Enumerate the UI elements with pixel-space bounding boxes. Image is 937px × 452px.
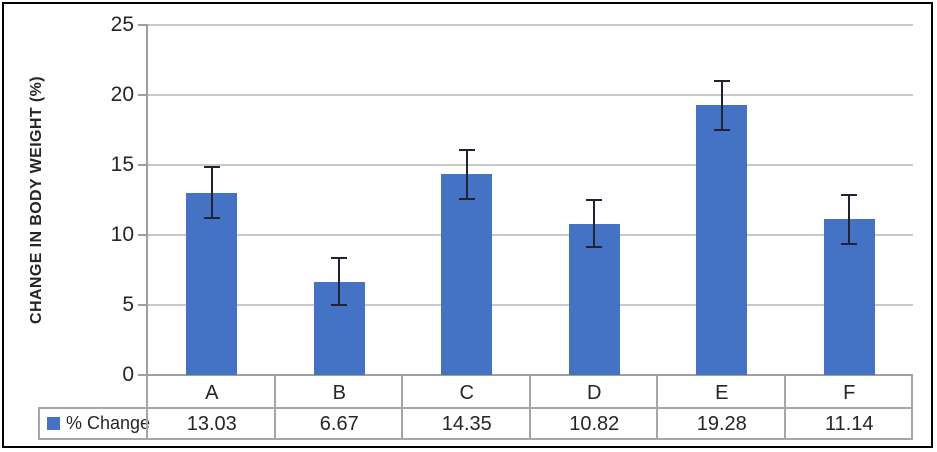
- category-cell-E: E: [715, 382, 729, 404]
- category-cell-B: B: [332, 382, 346, 404]
- value-cell-B: 6.67: [319, 413, 359, 435]
- error-bar-stem: [593, 199, 596, 248]
- y-tick-mark: [138, 164, 148, 166]
- y-gridline: [148, 24, 913, 26]
- bar-C: [441, 174, 493, 375]
- legend-color-swatch: [47, 417, 60, 430]
- error-bar-stem: [210, 167, 213, 218]
- y-tick-mark: [138, 24, 148, 26]
- bar-A: [186, 192, 238, 375]
- category-cell-A: A: [205, 382, 219, 404]
- value-cell-C: 14.35: [441, 413, 492, 435]
- y-tick-label: 25: [110, 13, 134, 36]
- y-gridline: [148, 94, 913, 96]
- category-cell-C: C: [459, 382, 474, 404]
- error-bar-stem: [848, 194, 851, 244]
- value-cell-E: 19.28: [696, 413, 747, 435]
- y-axis-line: [146, 25, 148, 375]
- table-border-column: [911, 375, 913, 439]
- value-cell-A: 13.03: [186, 413, 237, 435]
- error-bar-cap-bottom: [713, 128, 730, 131]
- error-bar-cap-bottom: [331, 304, 348, 307]
- error-bar-stem: [338, 257, 341, 306]
- y-tick-mark: [138, 374, 148, 376]
- category-cell-D: D: [587, 382, 602, 404]
- bar-E: [696, 105, 748, 375]
- error-bar-cap-top: [841, 193, 858, 196]
- y-tick-label: 20: [110, 83, 134, 106]
- y-tick-label: 5: [122, 293, 134, 316]
- table-border-bottom: [38, 438, 913, 440]
- y-tick-mark: [138, 234, 148, 236]
- value-cell-D: 10.82: [569, 413, 620, 435]
- y-gridline: [148, 164, 913, 166]
- category-cell-F: F: [843, 382, 856, 404]
- error-bar-stem: [465, 149, 468, 199]
- table-border-column: [273, 375, 276, 439]
- y-axis-title: CHANGE IN BODY WEIGHT (%): [28, 76, 45, 324]
- error-bar-cap-top: [203, 166, 220, 169]
- y-tick-label: 15: [110, 153, 134, 176]
- legend-series-label: % Change: [66, 413, 151, 433]
- bar-D: [568, 223, 620, 375]
- error-bar-cap-top: [458, 148, 475, 151]
- error-bar-cap-top: [331, 256, 348, 259]
- y-gridline: [148, 234, 913, 236]
- table-border-column: [783, 375, 786, 439]
- y-tick-mark: [138, 94, 148, 96]
- legend-cell: % Change: [40, 410, 150, 437]
- y-tick-label: 10: [110, 223, 134, 246]
- y-tick-mark: [138, 304, 148, 306]
- error-bar-cap-bottom: [458, 197, 475, 200]
- table-border-column: [146, 375, 148, 439]
- value-cell-F: 11.14: [824, 413, 874, 435]
- bar-F: [823, 219, 875, 375]
- error-bar-cap-bottom: [841, 242, 858, 245]
- table-border-column: [401, 375, 403, 439]
- error-bar-cap-top: [586, 198, 603, 201]
- error-bar-cap-bottom: [586, 246, 603, 249]
- table-border-row-divider: [38, 407, 913, 409]
- y-gridline: [148, 304, 913, 306]
- table-border-legend-left: [38, 407, 40, 439]
- table-border-column: [656, 375, 658, 439]
- error-bar-cap-top: [713, 79, 730, 82]
- table-border-column: [528, 375, 531, 439]
- error-bar-stem: [720, 80, 723, 130]
- error-bar-cap-bottom: [203, 216, 220, 219]
- y-tick-label: 0: [122, 363, 134, 386]
